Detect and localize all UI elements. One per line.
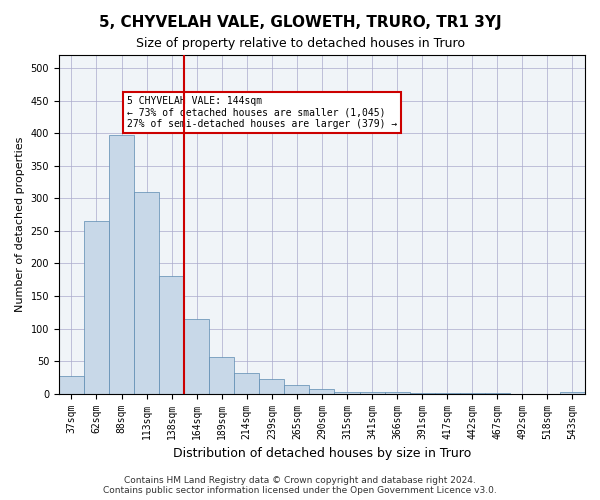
Bar bbox=[159, 276, 184, 394]
Bar bbox=[259, 380, 284, 394]
Bar bbox=[109, 135, 134, 394]
Text: 5, CHYVELAH VALE, GLOWETH, TRURO, TR1 3YJ: 5, CHYVELAH VALE, GLOWETH, TRURO, TR1 3Y… bbox=[98, 15, 502, 30]
Y-axis label: Number of detached properties: Number of detached properties bbox=[15, 136, 25, 312]
Bar bbox=[434, 393, 460, 394]
Bar bbox=[134, 192, 159, 394]
Bar bbox=[359, 392, 385, 394]
Bar bbox=[410, 393, 434, 394]
Bar bbox=[310, 389, 334, 394]
Bar bbox=[334, 392, 359, 394]
Text: 5 CHYVELAH VALE: 144sqm
← 73% of detached houses are smaller (1,045)
27% of semi: 5 CHYVELAH VALE: 144sqm ← 73% of detache… bbox=[127, 96, 398, 129]
Text: Contains HM Land Registry data © Crown copyright and database right 2024.
Contai: Contains HM Land Registry data © Crown c… bbox=[103, 476, 497, 495]
Bar bbox=[59, 376, 84, 394]
Bar bbox=[460, 393, 485, 394]
Bar bbox=[385, 392, 410, 394]
Bar bbox=[209, 356, 234, 394]
Bar bbox=[560, 392, 585, 394]
Bar bbox=[485, 393, 510, 394]
Bar bbox=[284, 385, 310, 394]
Text: Size of property relative to detached houses in Truro: Size of property relative to detached ho… bbox=[136, 38, 464, 51]
Bar bbox=[184, 319, 209, 394]
Bar bbox=[84, 221, 109, 394]
X-axis label: Distribution of detached houses by size in Truro: Distribution of detached houses by size … bbox=[173, 447, 471, 460]
Bar bbox=[234, 373, 259, 394]
